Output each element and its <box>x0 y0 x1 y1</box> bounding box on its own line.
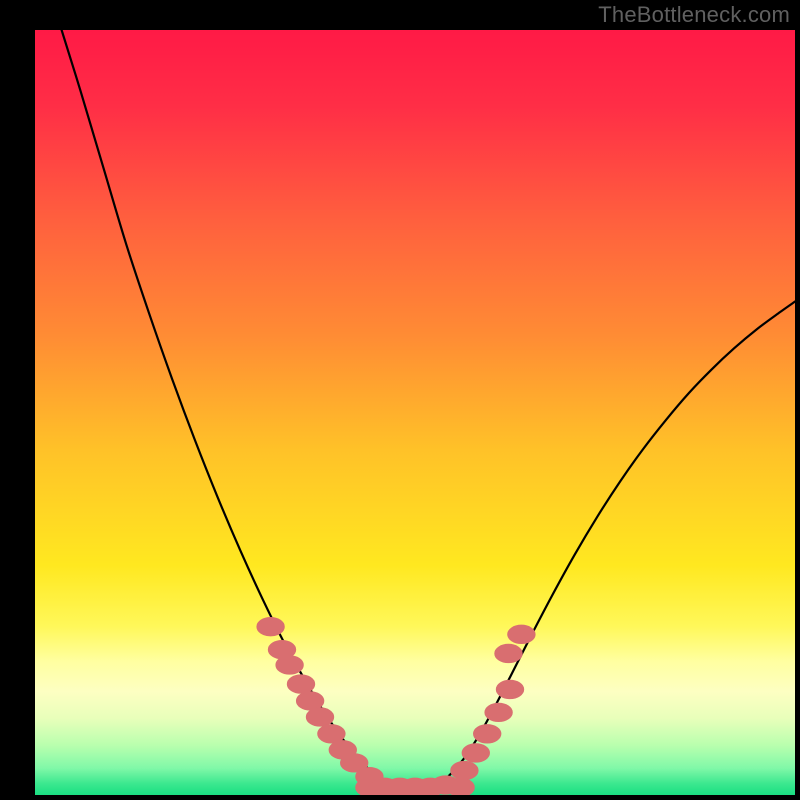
watermark-text: TheBottleneck.com <box>598 2 790 28</box>
plot-area <box>35 30 795 795</box>
bottleneck-chart-svg <box>35 30 795 795</box>
chart-stage: TheBottleneck.com <box>0 0 800 800</box>
plot-background <box>35 30 795 795</box>
